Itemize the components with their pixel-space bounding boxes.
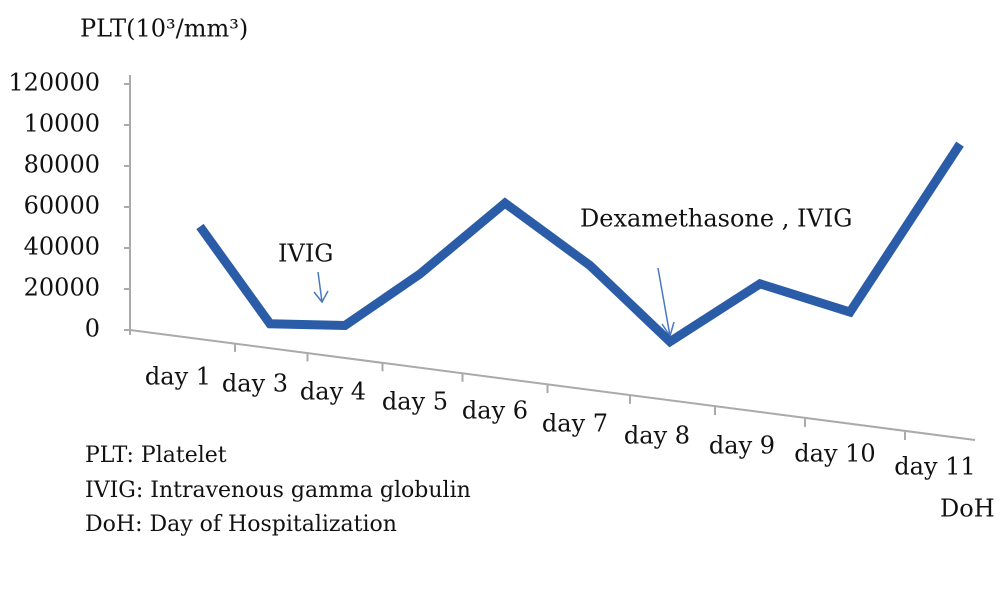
y-tick-label: 20000 bbox=[24, 274, 100, 302]
x-tick-label: day 11 bbox=[894, 453, 975, 481]
x-tick-label: day 3 bbox=[222, 370, 288, 398]
annotation: Dexamethasone , IVIG bbox=[580, 205, 852, 233]
annotation: IVIG bbox=[278, 240, 333, 268]
y-tick-label: 80000 bbox=[24, 151, 100, 179]
note: DoH: Day of Hospitalization bbox=[85, 512, 397, 537]
y-tick-label: 0 bbox=[85, 315, 100, 343]
x-tick-label: day 9 bbox=[709, 432, 775, 460]
y-axis-label: PLT(10³/mm³) bbox=[80, 15, 248, 43]
x-tick-label: day 6 bbox=[462, 397, 528, 425]
y-tick-label: 10000 bbox=[24, 110, 100, 138]
x-tick-label: day 10 bbox=[794, 440, 875, 468]
y-tick-label: 120000 bbox=[8, 69, 100, 97]
arrows bbox=[313, 267, 675, 338]
x-tick-label: day 7 bbox=[542, 410, 608, 438]
y-tick-label: 40000 bbox=[24, 233, 100, 261]
x-axis bbox=[129, 329, 976, 441]
note: IVIG: Intravenous gamma globulin bbox=[85, 478, 471, 503]
x-tick-label: day 8 bbox=[624, 422, 690, 450]
x-tick-label: day 5 bbox=[382, 388, 448, 416]
series-line bbox=[196, 141, 964, 348]
x-tick-label: day 1 bbox=[145, 363, 211, 391]
x-axis-label: DoH bbox=[940, 495, 995, 523]
x-tick-label: day 4 bbox=[300, 378, 366, 406]
y-tick-label: 60000 bbox=[24, 192, 100, 220]
note: PLT: Platelet bbox=[85, 443, 227, 468]
